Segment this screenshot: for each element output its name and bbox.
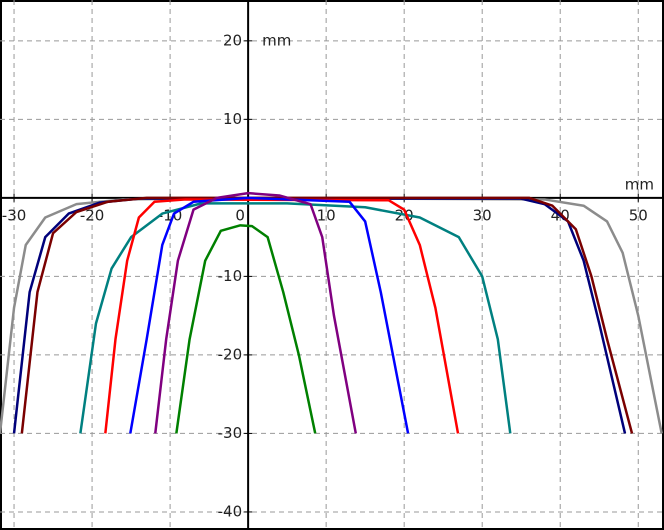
line bbox=[175, 224, 317, 434]
y-tick-label: 20 bbox=[223, 31, 242, 49]
line bbox=[154, 191, 358, 434]
line bbox=[20, 196, 634, 434]
line bbox=[104, 198, 460, 434]
x-tick-label: -30 bbox=[2, 206, 27, 224]
x-tick-label: 50 bbox=[629, 206, 648, 224]
line bbox=[79, 202, 512, 434]
x-tick-label: 10 bbox=[317, 206, 336, 224]
y-axis-label: mm bbox=[262, 31, 291, 49]
line bbox=[129, 196, 410, 434]
y-tick-label: -10 bbox=[218, 267, 243, 285]
x-tick-label: 0 bbox=[235, 206, 245, 224]
x-axis-label: mm bbox=[625, 175, 654, 193]
y-tick-label: 10 bbox=[223, 110, 242, 128]
y-tick-label: -20 bbox=[218, 345, 243, 363]
y-tick-label: -40 bbox=[218, 502, 243, 520]
x-tick-label: 30 bbox=[473, 206, 492, 224]
x-tick-label: -20 bbox=[80, 206, 105, 224]
y-tick-label: -30 bbox=[218, 424, 243, 442]
